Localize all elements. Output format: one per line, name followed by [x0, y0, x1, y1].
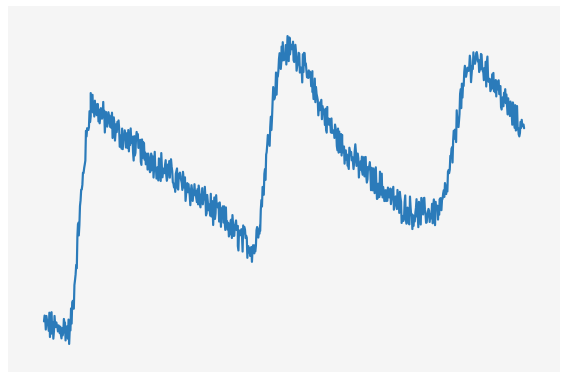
series-line-0 — [42, 34, 526, 346]
series-layer — [42, 34, 526, 346]
